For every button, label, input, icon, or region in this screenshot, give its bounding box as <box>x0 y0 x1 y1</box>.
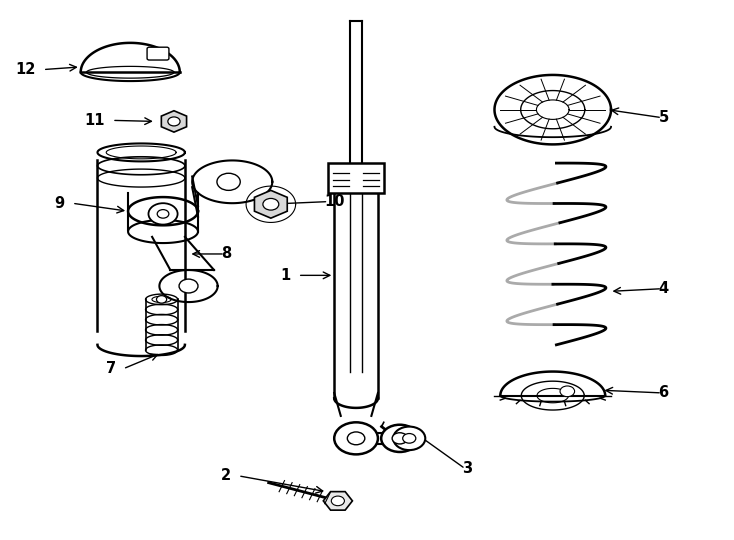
Circle shape <box>217 173 240 191</box>
FancyBboxPatch shape <box>147 47 169 60</box>
Text: 1: 1 <box>280 268 291 283</box>
Text: 2: 2 <box>221 468 230 483</box>
Text: 10: 10 <box>324 194 345 209</box>
Circle shape <box>156 296 167 303</box>
Circle shape <box>347 432 365 445</box>
Circle shape <box>157 210 169 218</box>
Text: 9: 9 <box>54 195 65 211</box>
Text: 6: 6 <box>658 386 669 401</box>
Text: 8: 8 <box>222 246 231 261</box>
Text: 3: 3 <box>462 461 472 476</box>
Circle shape <box>381 425 418 452</box>
Polygon shape <box>323 491 352 510</box>
Circle shape <box>168 117 180 126</box>
Text: 5: 5 <box>658 110 669 125</box>
Circle shape <box>392 433 407 444</box>
Circle shape <box>179 279 198 293</box>
Circle shape <box>263 198 279 210</box>
Circle shape <box>403 434 415 443</box>
Polygon shape <box>161 111 186 132</box>
Circle shape <box>393 427 425 450</box>
Text: 4: 4 <box>658 281 669 296</box>
Polygon shape <box>255 191 287 218</box>
Text: 11: 11 <box>84 113 105 128</box>
Circle shape <box>148 203 178 225</box>
Circle shape <box>334 422 378 454</box>
Circle shape <box>560 386 575 397</box>
Text: 7: 7 <box>106 361 116 376</box>
FancyBboxPatch shape <box>328 163 384 192</box>
Circle shape <box>331 496 344 505</box>
Text: 12: 12 <box>15 62 35 77</box>
